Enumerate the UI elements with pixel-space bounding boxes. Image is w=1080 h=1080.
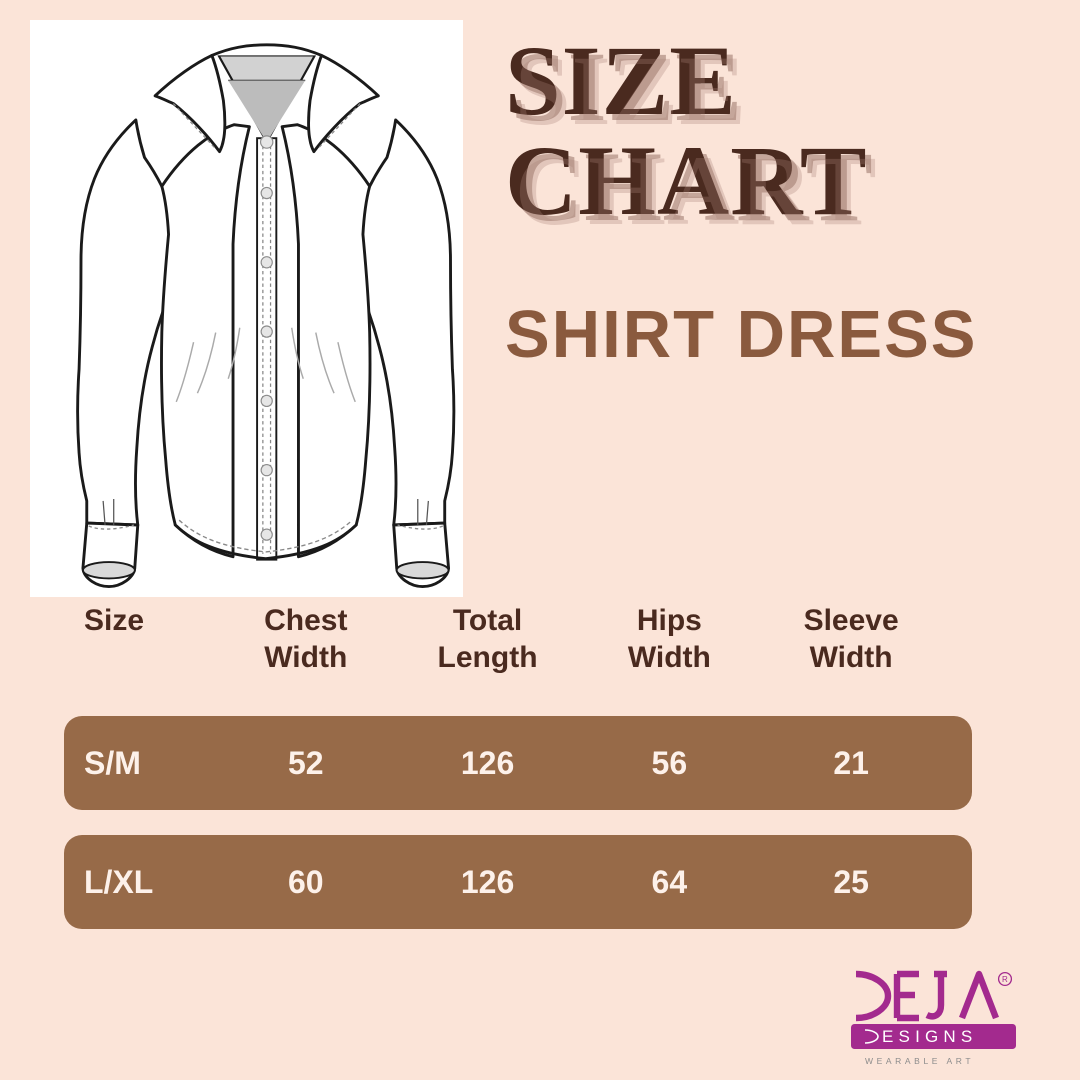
svg-text:ESIGNS: ESIGNS [882,1027,977,1046]
svg-text:WEARABLE ART: WEARABLE ART [865,1056,974,1066]
svg-text:R: R [1002,975,1008,984]
